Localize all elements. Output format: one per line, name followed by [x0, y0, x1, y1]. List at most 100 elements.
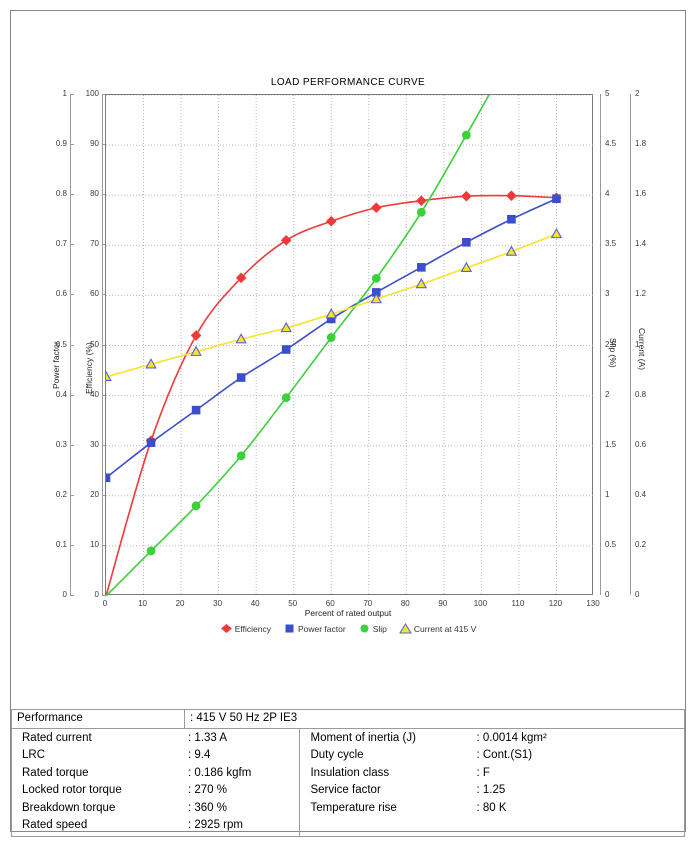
axis-tick-label: 110	[511, 599, 525, 608]
axis-tick-label: 40	[90, 389, 99, 399]
axis-tick-label: 100	[473, 599, 488, 608]
spec-key: Rated speed	[22, 819, 88, 831]
axis-tick-label: 0.8	[55, 189, 67, 199]
axis-tick-label: 3.5	[605, 239, 617, 249]
legend-label: Power factor	[297, 624, 346, 634]
axis-tick-mark	[102, 144, 106, 146]
spec-value: : Cont.(S1)	[476, 749, 533, 761]
table-row-details: Rated current: 1.33 A LRC: 9.4 Rated torqu…	[10, 727, 685, 837]
axis-tick-label: 10	[90, 539, 99, 549]
table-row: Moment of inertia (J): 0.0014 kgm²	[305, 730, 679, 748]
axis-tick-label: 0.4	[635, 489, 647, 499]
spec-value: : 80 K	[476, 801, 507, 814]
legend-item: Power factor	[283, 623, 346, 634]
axis-tick-label: 2	[605, 389, 610, 399]
spec-value: : F	[476, 766, 490, 779]
axis-tick-label: 60	[90, 289, 99, 299]
spec-key: Duty cycle	[310, 749, 364, 761]
axis-tick-label: 1.4	[635, 239, 647, 249]
axis-tick-label: 1.5	[605, 439, 617, 449]
axis-tick-label: 0.2	[635, 539, 647, 549]
diamond-icon	[220, 624, 232, 633]
axis-tick-label: 1	[605, 489, 610, 499]
spec-key: Temperature rise	[310, 801, 397, 814]
right-spec-cell: Moment of inertia (J): 0.0014 kgm² Duty c…	[299, 727, 685, 837]
chart-legend: Efficiency Power factor Slip Current at 415…	[11, 623, 685, 634]
axis-tick-label: 90	[438, 599, 448, 608]
spec-value: : 9.4	[188, 749, 211, 761]
axis-tick-label: 70	[90, 239, 99, 249]
circle-icon	[360, 624, 369, 633]
axis-tick-label: 0	[94, 590, 99, 599]
spec-key: Insulation class	[310, 766, 390, 779]
axis-tick-label: 100	[85, 89, 99, 98]
axis-tick-label: 90	[90, 139, 99, 149]
spec-value: : 2925 rpm	[188, 819, 243, 831]
spec-key: Service factor	[310, 784, 381, 796]
axis-tick-mark	[70, 244, 74, 246]
axis-tick-mark	[70, 394, 74, 396]
axis-tick-label: 0	[605, 590, 610, 599]
axis-tick-label: 130	[586, 599, 600, 608]
axis-tick-label: 20	[175, 599, 185, 608]
axis-tick-mark	[102, 94, 106, 95]
table-row: Rated speed : 2925 rpm	[17, 817, 294, 835]
spec-value: : 0.0014 kgm²	[476, 731, 547, 744]
axis-rule-slip	[600, 94, 601, 595]
axis-tick-mark	[70, 494, 74, 496]
axis-tick-mark	[102, 494, 106, 496]
axis-tick-label: 80	[400, 599, 410, 608]
axis-tick-label: 0.8	[635, 389, 647, 399]
legend-item: Slip	[358, 623, 387, 634]
axis-title-current: Current (A)	[637, 328, 647, 371]
table-row: Rated current: 1.33 A	[17, 730, 294, 748]
axis-tick-label: 0.7	[55, 239, 67, 249]
performance-key: Performance	[11, 709, 185, 729]
axis-tick-label: 0.9	[55, 139, 67, 149]
axis-tick-label: 10	[138, 599, 147, 608]
axis-tick-label: 2.5	[605, 339, 617, 349]
table-row: Insulation class : F	[305, 765, 679, 783]
table-row-performance: Performance : 415 V 50 Hz 2P IE3	[11, 709, 685, 729]
report-page: LOAD PERFORMANCE CURVE Power factor Effi…	[10, 10, 686, 837]
axis-tick-label: 0.5	[605, 539, 617, 549]
axis-tick-label: 0.1	[55, 539, 67, 549]
axis-tick-label: 4	[605, 189, 610, 199]
axis-tick-label: 1.2	[635, 289, 647, 299]
axis-tick-mark	[70, 595, 74, 596]
spec-key: LRC	[22, 749, 46, 761]
axis-tick-mark	[102, 595, 106, 596]
axis-tick-label: 30	[213, 599, 223, 608]
axis-tick-label: 0.5	[55, 339, 67, 349]
axis-tick-label: 50	[288, 599, 298, 608]
axis-tick-label: 1.8	[635, 139, 647, 149]
axis-tick-mark	[70, 294, 74, 296]
axis-tick-label: 70	[363, 599, 373, 608]
spec-value: : 1.25	[476, 784, 506, 796]
table-row: Locked rotor torque: 270 %	[17, 782, 294, 800]
axis-tick-label: 5	[605, 89, 610, 98]
axis-tick-label: 80	[90, 189, 99, 199]
axis-tick-label: 0.4	[55, 389, 67, 399]
axis-tick-label: 20	[90, 489, 99, 499]
axis-tick-label: 0	[102, 599, 108, 608]
axis-tick-label: 0	[635, 590, 640, 599]
legend-label: Slip	[372, 624, 387, 634]
axis-tick-label: 4.5	[605, 139, 617, 149]
square-icon	[285, 624, 294, 633]
axis-tick-mark	[102, 194, 106, 196]
axis-tick-mark	[102, 344, 106, 346]
axis-tick-label: 120	[548, 599, 563, 608]
left-spec-table: Rated current: 1.33 A LRC: 9.4 Rated torqu…	[17, 730, 294, 835]
legend-item: Efficiency	[220, 623, 271, 634]
spec-value: : 0.186 kgfm	[188, 766, 252, 779]
axis-tick-mark	[70, 194, 74, 196]
axis-tick-mark	[70, 344, 74, 346]
axis-rule-current	[630, 94, 631, 595]
spec-value: : 360 %	[188, 801, 227, 814]
table-row: Service factor : 1.25	[305, 782, 679, 800]
table-row: Duty cycle : Cont.(S1)	[305, 747, 679, 765]
axis-tick-label: 0.3	[55, 439, 67, 449]
axis-tick-mark	[70, 94, 74, 95]
spec-value: : 270 %	[188, 784, 227, 796]
